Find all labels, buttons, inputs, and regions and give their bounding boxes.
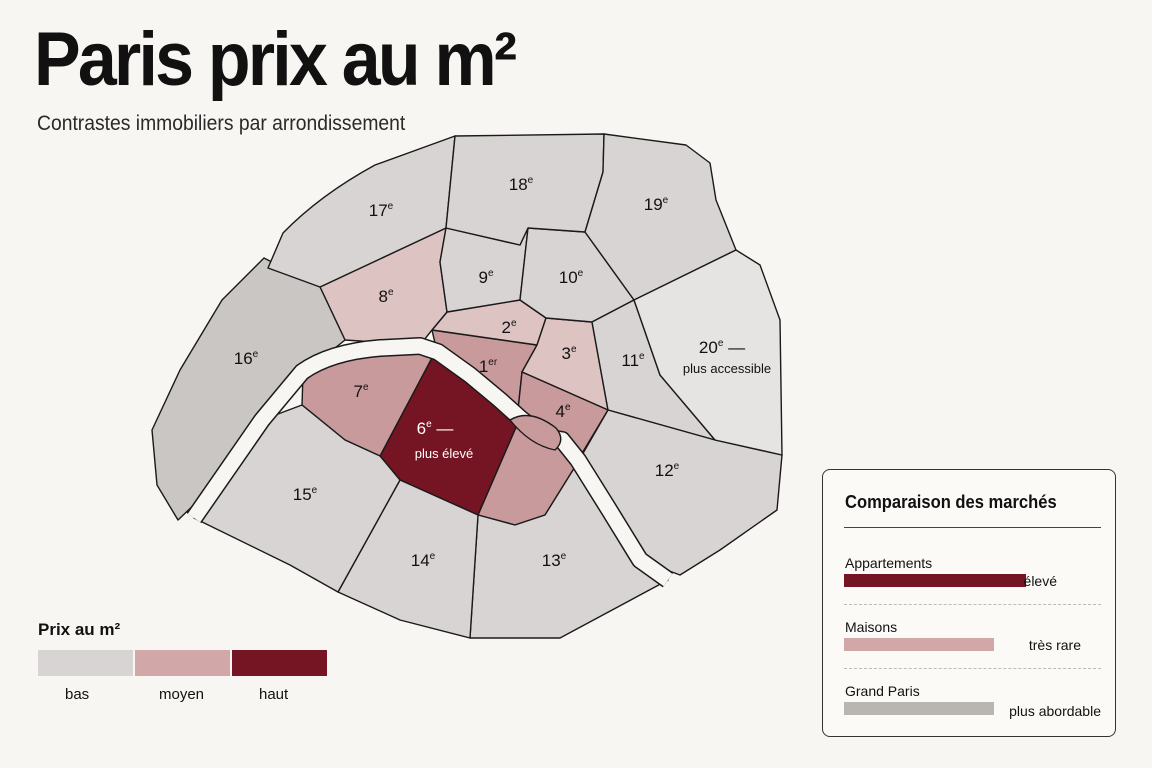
arrondissement-20[interactable] bbox=[633, 249, 783, 456]
arrondissement-label-8: 8e bbox=[378, 287, 393, 306]
arrondissement-label-18: 18e bbox=[509, 175, 534, 194]
row-value: élevé bbox=[1023, 573, 1057, 589]
arrondissement-label-19: 19e bbox=[644, 195, 669, 214]
market-comparison-card: Comparaison des marchés Appartements éle… bbox=[822, 469, 1116, 737]
card-title: Comparaison des marchés bbox=[845, 492, 1057, 512]
arrondissement-note-6: plus élevé bbox=[415, 446, 474, 461]
comparison-row-appartements: Appartements élevé bbox=[844, 555, 1101, 605]
arrondissement-label-13: 13e bbox=[542, 551, 567, 570]
row-bar bbox=[844, 574, 1026, 587]
arrondissement-label-15: 15e bbox=[293, 485, 318, 504]
legend-swatch-bas bbox=[38, 650, 133, 676]
arrondissement-label-9: 9e bbox=[478, 268, 493, 287]
row-value: plus abordable bbox=[1009, 703, 1101, 719]
comparison-row-maisons: Maisons très rare bbox=[844, 619, 1101, 669]
arrondissement-label-10: 10e bbox=[559, 268, 584, 287]
arrondissement-label-6: 6e — bbox=[417, 419, 454, 438]
arrondissement-label-1: 1er bbox=[479, 357, 498, 376]
seine-river bbox=[186, 337, 674, 588]
legend-label-bas: bas bbox=[65, 686, 90, 703]
arrondissement-label-20: 20e — bbox=[699, 338, 745, 357]
legend-swatch-haut bbox=[232, 650, 327, 676]
arrondissement-label-7: 7e bbox=[353, 382, 368, 401]
legend-swatches bbox=[38, 650, 338, 676]
comparison-row-grand-paris: Grand Paris plus abordable bbox=[844, 683, 1101, 723]
row-bar bbox=[844, 638, 994, 651]
arrondissement-label-11: 11e bbox=[621, 351, 645, 370]
arrondissement-label-4: 4e bbox=[555, 402, 570, 421]
row-value: très rare bbox=[1028, 637, 1081, 653]
price-legend: Prix au m² bas moyen haut bbox=[38, 620, 338, 703]
arrondissement-label-16: 16e bbox=[234, 349, 259, 368]
row-label: Maisons bbox=[845, 619, 898, 635]
row-bar bbox=[844, 702, 994, 715]
legend-swatch-moyen bbox=[135, 650, 230, 676]
page-subtitle: Contrastes immobiliers par arrondissemen… bbox=[37, 112, 406, 135]
row-divider bbox=[844, 604, 1101, 605]
row-divider bbox=[844, 668, 1101, 669]
legend-label-moyen: moyen bbox=[159, 686, 205, 703]
legend-title: Prix au m² bbox=[38, 620, 121, 639]
page-title: Paris prix au m² bbox=[34, 17, 517, 102]
row-label: Appartements bbox=[845, 555, 933, 571]
ile-de-la-cite bbox=[508, 414, 562, 451]
arrondissement-label-12: 12e bbox=[655, 461, 680, 480]
arrondissement-note-20: plus accessible bbox=[683, 361, 771, 376]
arrondissement-label-3: 3e bbox=[561, 344, 576, 363]
arrondissement-label-14: 14e bbox=[411, 551, 436, 570]
row-label: Grand Paris bbox=[845, 683, 920, 699]
arrondissement-label-17: 17e bbox=[369, 201, 394, 220]
arrondissement-label-2: 2e bbox=[501, 318, 516, 337]
card-divider bbox=[844, 527, 1101, 528]
legend-label-haut: haut bbox=[259, 686, 289, 703]
